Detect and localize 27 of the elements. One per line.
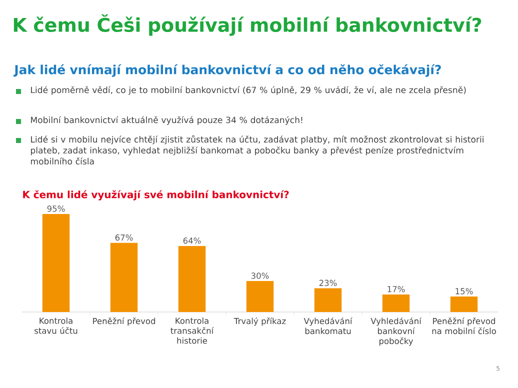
- x-tick-label: Trvalý příkaz: [234, 317, 286, 326]
- x-tick-label: Peněžní převod: [93, 317, 156, 326]
- text: Mobilní bankovnictví aktuálně využívá pouze 34 % dotázaných!: [31, 116, 302, 125]
- x-tick-label: Vyhledávání bankovní pobočky: [370, 317, 422, 346]
- data-label: 64%: [183, 237, 201, 244]
- text: K čemu Češi používají mobilní bankovnictví?: [14, 14, 482, 36]
- chart-title: K čemu lidé využívají své mobilní bankovnictví?: [23, 190, 289, 200]
- x-tick-label: Kontrola stavu účtu: [34, 317, 78, 334]
- bar: [450, 296, 478, 312]
- data-label: 17%: [388, 286, 405, 292]
- bar: [42, 214, 70, 312]
- bar: [110, 242, 138, 312]
- text: Lidé si v mobilu nejvíce chtějí zjistit zůstatek na účtu, zadávat platby, mít možnost zkontrolovat si historii plateb, zadat inkaso, vyhledat nejbližší bankomat a pobočku banky a převést peníze prostřednictvím mobilního čísla: [30, 135, 484, 165]
- x-tick-label: Peněžní převod na mobilní číslo: [432, 317, 496, 334]
- bar: [246, 281, 274, 312]
- text: Lidé poměrně vědí, co je to mobilní bankovnictví (67 % úplně, 29 % uvádí, že ví, ale ne zcela přesně): [31, 86, 466, 95]
- x-tick-label: Vyhedávání bankomatu: [304, 317, 352, 334]
- data-label: 95%: [47, 206, 65, 212]
- bar: [382, 294, 410, 312]
- x-tick-label: Kontrola transakční historie: [170, 317, 214, 344]
- data-label: 23%: [319, 280, 337, 286]
- data-label: 67%: [115, 234, 133, 241]
- data-label: 30%: [251, 272, 269, 279]
- bar: [314, 288, 342, 312]
- bar: [178, 246, 206, 312]
- data-label: 15%: [456, 288, 473, 294]
- text: Jak lidé vnímají mobilní bankovnictví a co od něho očekávají?: [14, 64, 441, 77]
